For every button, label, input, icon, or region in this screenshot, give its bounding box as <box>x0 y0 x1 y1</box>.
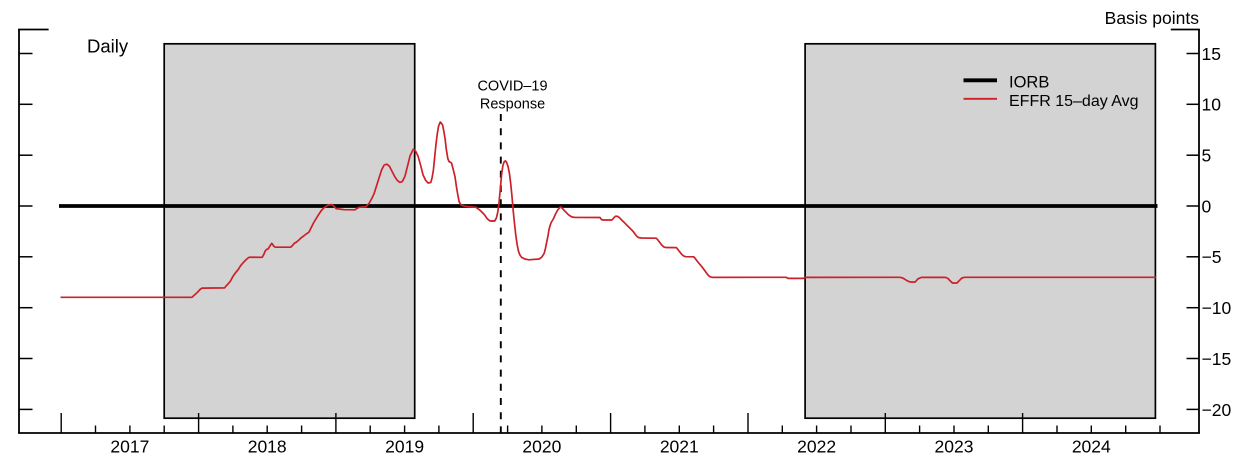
svg-text:5: 5 <box>1202 146 1212 166</box>
svg-text:IORB: IORB <box>1009 73 1049 91</box>
svg-text:Basis points: Basis points <box>1105 8 1200 28</box>
svg-text:Daily: Daily <box>87 36 129 57</box>
svg-text:10: 10 <box>1202 95 1222 115</box>
svg-text:15: 15 <box>1202 44 1221 64</box>
svg-text:2021: 2021 <box>660 437 699 457</box>
svg-text:2022: 2022 <box>797 437 836 457</box>
svg-text:−10: −10 <box>1202 298 1232 318</box>
svg-text:COVID–19: COVID–19 <box>477 79 547 95</box>
svg-text:−15: −15 <box>1202 349 1232 369</box>
svg-text:2017: 2017 <box>110 437 149 457</box>
svg-text:2020: 2020 <box>522 437 561 457</box>
svg-text:2019: 2019 <box>385 437 424 457</box>
svg-text:−20: −20 <box>1202 400 1232 420</box>
svg-text:−5: −5 <box>1202 247 1222 267</box>
svg-text:Response: Response <box>480 97 545 113</box>
svg-text:2018: 2018 <box>248 437 287 457</box>
svg-text:EFFR 15–day Avg: EFFR 15–day Avg <box>1009 93 1139 110</box>
svg-text:0: 0 <box>1202 196 1212 216</box>
svg-text:2024: 2024 <box>1072 437 1111 457</box>
svg-text:2023: 2023 <box>935 437 974 457</box>
